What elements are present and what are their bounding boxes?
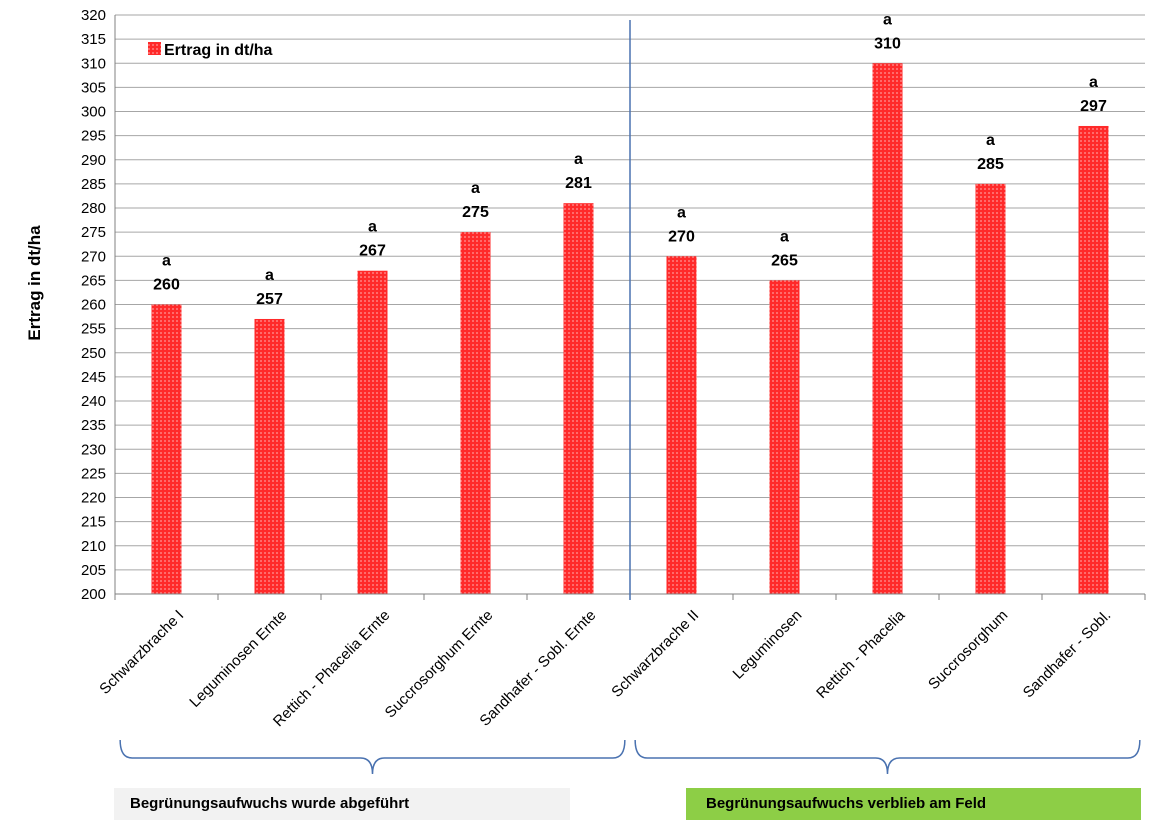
- y-tick-label: 215: [81, 514, 106, 531]
- category-label: Schwarzbrache II: [608, 607, 702, 701]
- y-tick-label: 285: [81, 176, 106, 193]
- y-tick-label: 315: [81, 31, 106, 48]
- y-tick-label: 235: [81, 417, 106, 434]
- data-labels: 260 a 257 a 267 a 275 a 281 a 270 a 265 a 310 a 285 a 297 a: [153, 11, 1107, 308]
- y-tick-label: 275: [81, 224, 106, 241]
- y-tick-label: 225: [81, 465, 106, 482]
- data-label: 275: [462, 204, 489, 221]
- y-tick-label: 205: [81, 562, 106, 579]
- y-tick-label: 200: [81, 586, 106, 603]
- bar: [975, 183, 1006, 594]
- y-tick-label: 295: [81, 128, 106, 145]
- y-tick-label: 280: [81, 200, 106, 217]
- category-label: Succrosorghum: [925, 607, 1011, 693]
- y-tick-label: 210: [81, 538, 106, 555]
- data-label: 265: [771, 252, 798, 269]
- significance-letter: a: [986, 132, 995, 149]
- legend-entry: Ertrag in dt/ha: [164, 42, 273, 59]
- category-label: Leguminosen: [730, 607, 806, 683]
- category-label: Sandhafer - Sobl. Ernte: [476, 607, 599, 730]
- data-label: 257: [256, 291, 283, 308]
- data-label: 260: [153, 277, 180, 294]
- y-axis-ticks: 200 205 210 215 220 225 230 235 240 245 250 255 260 2…: [81, 7, 106, 603]
- significance-letter: a: [883, 11, 892, 28]
- y-tick-label: 260: [81, 297, 106, 314]
- legend-swatch: [148, 42, 161, 55]
- significance-letter: a: [471, 180, 480, 197]
- significance-letter: a: [677, 204, 686, 221]
- y-tick-label: 245: [81, 369, 106, 386]
- category-label: Succrosorghum Ernte: [382, 607, 497, 722]
- significance-letter: a: [780, 228, 789, 245]
- group-bracket: [119, 739, 626, 775]
- y-tick-label: 255: [81, 321, 106, 338]
- category-label: Schwarzbrache I: [96, 607, 187, 698]
- bar: [254, 318, 285, 594]
- data-label: 281: [565, 175, 592, 192]
- category-label: Sandhafer - Sobl.: [1020, 607, 1115, 702]
- significance-letter: a: [368, 219, 377, 236]
- y-tick-label: 230: [81, 441, 106, 458]
- bar: [151, 304, 182, 594]
- significance-letter: a: [1089, 74, 1098, 91]
- category-label: Rettich - Phacelia: [813, 606, 909, 702]
- y-tick-label: 290: [81, 152, 106, 169]
- legend: Ertrag in dt/ha: [148, 42, 273, 59]
- y-tick-label: 265: [81, 272, 106, 289]
- data-label: 310: [874, 35, 901, 52]
- y-tick-label: 320: [81, 7, 106, 24]
- bar: [460, 232, 491, 594]
- bar: [563, 203, 594, 595]
- bars: [151, 63, 1109, 595]
- category-label: Rettich - Phacelia Ernte: [270, 607, 393, 730]
- group-label-removed: Begrünungsaufwuchs wurde abgeführt: [114, 788, 570, 820]
- bar: [872, 63, 903, 594]
- group-bracket: [634, 739, 1141, 775]
- data-label: 270: [668, 228, 695, 245]
- significance-letter: a: [574, 151, 583, 168]
- y-tick-label: 270: [81, 248, 106, 265]
- y-tick-label: 310: [81, 55, 106, 72]
- data-label: 297: [1080, 98, 1107, 115]
- bar: [1078, 125, 1109, 594]
- y-tick-label: 305: [81, 79, 106, 96]
- category-label: Leguminosen Ernte: [186, 607, 290, 711]
- y-tick-label: 220: [81, 490, 106, 507]
- y-tick-label: 250: [81, 345, 106, 362]
- data-label: 267: [359, 243, 386, 260]
- data-label: 285: [977, 156, 1004, 173]
- significance-letter: a: [265, 267, 274, 284]
- bar: [666, 256, 697, 594]
- bar: [357, 270, 388, 594]
- y-tick-label: 240: [81, 393, 106, 410]
- group-brackets: [119, 739, 1141, 775]
- y-tick-label: 300: [81, 104, 106, 121]
- significance-letter: a: [162, 253, 171, 270]
- bar: [769, 280, 800, 594]
- group-label-retained: Begrünungsaufwuchs verblieb am Feld: [686, 788, 1141, 820]
- y-axis-title: Ertrag in dt/ha: [25, 225, 44, 341]
